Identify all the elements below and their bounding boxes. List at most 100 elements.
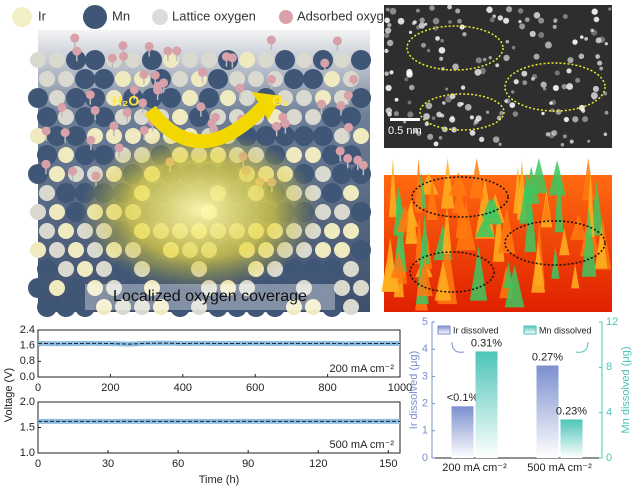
peak	[551, 245, 560, 279]
atom	[343, 185, 359, 201]
height-map	[381, 158, 612, 312]
adsorbate	[280, 119, 290, 129]
atom	[28, 164, 48, 184]
adsorbate	[343, 90, 353, 100]
atom-column	[475, 57, 482, 64]
atom	[106, 280, 122, 296]
x-tick-label: 120	[309, 458, 327, 470]
atom-columns	[383, 4, 612, 147]
atom-column	[505, 39, 510, 44]
atom-column	[448, 20, 452, 24]
atom-column	[421, 42, 426, 48]
atom	[351, 50, 371, 70]
atom	[75, 145, 95, 165]
atom-column	[433, 141, 439, 147]
atom	[191, 299, 207, 315]
atom-column	[504, 99, 508, 103]
atom-column	[584, 36, 588, 41]
arrow-head	[252, 92, 282, 120]
atom-column	[489, 17, 495, 23]
peak	[416, 257, 433, 297]
atom-column	[438, 136, 443, 140]
atom	[275, 278, 295, 298]
atom-column	[538, 17, 545, 24]
atom	[294, 126, 314, 146]
atom-column	[435, 36, 440, 41]
atom-column	[387, 112, 392, 117]
atom	[49, 204, 65, 220]
highlight	[504, 62, 606, 112]
peak	[571, 263, 580, 289]
atom	[58, 147, 74, 163]
atom-column	[413, 129, 418, 134]
atom	[351, 202, 371, 222]
y-tick-label: 0.8	[20, 355, 35, 367]
atom-column	[426, 48, 431, 53]
atom	[305, 299, 321, 315]
atom	[341, 107, 361, 127]
x-tick-label: 150	[379, 458, 397, 470]
atom-column	[427, 133, 434, 140]
atom-column	[603, 132, 608, 137]
atom	[303, 259, 323, 279]
bar	[451, 406, 474, 458]
atom-column	[542, 87, 547, 91]
atom	[286, 109, 302, 125]
peak	[475, 216, 496, 238]
atom	[96, 261, 112, 277]
y-tick-label: 4	[422, 343, 428, 355]
atom	[305, 147, 321, 163]
y-tick-label: 0.0	[20, 371, 35, 383]
atom-column	[581, 108, 586, 113]
atom-column	[438, 46, 446, 54]
x-axis-label: Time (h)	[199, 474, 240, 486]
atom-column	[485, 110, 490, 114]
atom-column	[495, 63, 500, 68]
atom-column	[533, 53, 540, 60]
atom	[49, 90, 65, 106]
peak	[414, 158, 423, 213]
adsorbate	[129, 85, 139, 95]
atom-column	[562, 134, 567, 139]
atom	[208, 297, 228, 317]
adsorbate	[344, 122, 354, 132]
atom-column	[407, 111, 414, 118]
atom-column	[503, 17, 510, 24]
legend-swatch	[437, 325, 451, 335]
atom-column	[449, 116, 456, 123]
atom-column	[566, 68, 572, 74]
atom-column	[604, 110, 609, 115]
adsorbate	[70, 33, 80, 43]
y-tick-label: 1.6	[20, 340, 35, 352]
atom-column	[555, 109, 562, 115]
legend-label: Ir dissolved	[453, 325, 499, 335]
adsorbate	[197, 67, 207, 77]
atom-column	[408, 84, 415, 91]
peak	[441, 158, 455, 209]
atom	[275, 126, 295, 146]
atom	[296, 90, 312, 106]
atom-column	[591, 8, 598, 15]
atom-column	[492, 14, 496, 18]
peak	[513, 166, 523, 214]
legend-label: Ir	[38, 8, 47, 23]
scale-label: 0.5 nm	[388, 125, 422, 137]
adsorbate	[57, 102, 67, 112]
atom	[189, 107, 209, 127]
atom-column	[441, 126, 448, 133]
adsorbate	[109, 121, 119, 131]
atom-column	[457, 101, 463, 108]
atom	[125, 128, 141, 144]
atom-column	[385, 7, 390, 12]
atom-column	[497, 15, 504, 21]
atom	[303, 69, 323, 89]
atom-column	[582, 116, 589, 123]
atom	[39, 185, 55, 201]
atom-column	[384, 48, 389, 54]
condition-label: 500 mA cm⁻²	[330, 439, 395, 451]
atom-column	[521, 70, 528, 77]
highlight	[411, 176, 509, 218]
bar	[475, 351, 498, 458]
atom-column	[590, 92, 598, 100]
atom-column	[597, 60, 603, 66]
